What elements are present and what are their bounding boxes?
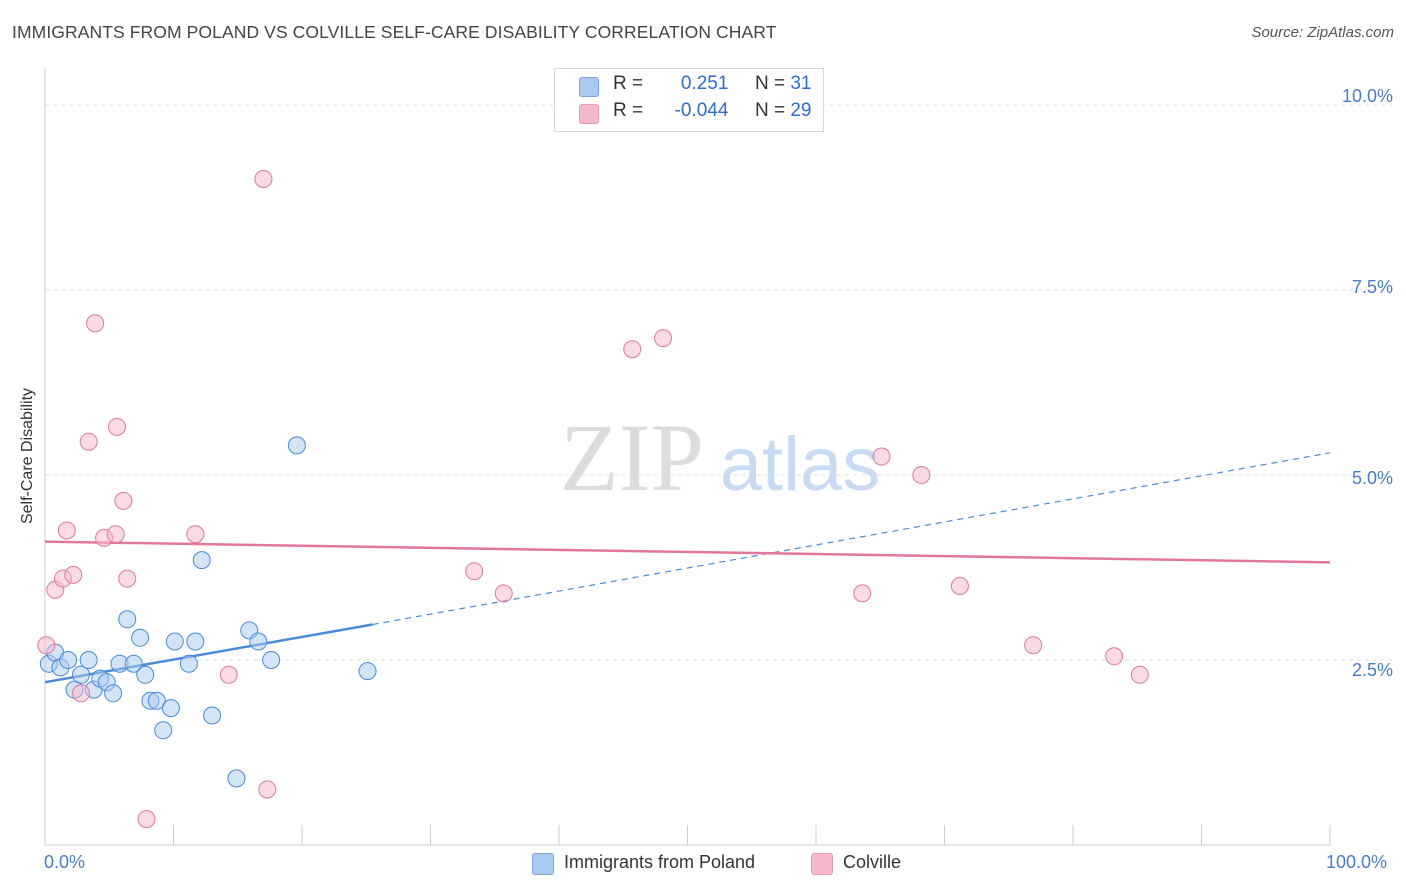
axes xyxy=(44,68,1331,846)
legend-label-poland: Immigrants from Poland xyxy=(564,852,756,872)
colville-point xyxy=(258,780,277,799)
y-tick-label: 10.0% xyxy=(1341,86,1393,106)
source-label: Source: ZipAtlas.com xyxy=(1251,24,1394,41)
stats-swatch-poland xyxy=(579,77,599,97)
colville-point xyxy=(950,577,969,595)
y-tick-label: 5.0% xyxy=(1351,468,1393,488)
n-value: 29 xyxy=(790,100,812,121)
poland-point xyxy=(287,436,306,455)
legend-label-colville: Colville xyxy=(843,852,902,872)
r-label: R = xyxy=(613,100,644,121)
colville-point xyxy=(1105,647,1124,666)
trend-line-colville xyxy=(44,540,1331,564)
poland-point xyxy=(59,651,78,669)
poland-point xyxy=(227,769,246,788)
stats-swatch-colville xyxy=(579,104,599,124)
colville-point xyxy=(1024,636,1043,655)
poland-point xyxy=(136,665,155,684)
poland-point xyxy=(124,654,143,673)
r-label: R = xyxy=(613,73,644,94)
colville-point xyxy=(465,562,484,581)
x-tick-label-max: 100.0% xyxy=(1326,852,1388,872)
poland-point xyxy=(249,632,268,651)
colville-point xyxy=(912,466,931,484)
y-tick-label: 2.5% xyxy=(1351,660,1393,680)
n-label: N = xyxy=(754,73,786,94)
poland-point xyxy=(104,684,123,703)
data-points xyxy=(37,170,1149,829)
colville-point xyxy=(79,432,98,451)
watermark-zip: ZIP xyxy=(560,404,704,511)
colville-point xyxy=(494,584,513,603)
stats-row-colville: R = -0.044 N = 29 xyxy=(613,100,811,126)
colville-point xyxy=(623,340,642,359)
colville-point xyxy=(872,447,891,466)
colville-point xyxy=(137,810,156,829)
colville-point xyxy=(106,525,125,544)
watermark-atlas: atlas xyxy=(720,422,881,507)
poland-point xyxy=(118,610,137,629)
y-axis-label: Self-Care Disability xyxy=(19,387,36,525)
colville-point xyxy=(86,314,105,333)
colville-point xyxy=(37,636,56,655)
stats-box: R = 0.251 N = 31 R = -0.044 N = 29 xyxy=(554,68,824,132)
legend-swatch-poland xyxy=(532,853,554,875)
n-label: N = xyxy=(754,100,786,121)
poland-point xyxy=(165,632,184,651)
colville-point xyxy=(186,525,205,544)
n-value: 31 xyxy=(790,73,812,94)
poland-point xyxy=(179,654,198,673)
colville-point xyxy=(1130,665,1149,684)
y-tick-label: 7.5% xyxy=(1351,277,1393,297)
colville-point xyxy=(64,565,83,584)
colville-point xyxy=(71,684,90,703)
stats-row-poland: R = 0.251 N = 31 xyxy=(613,73,811,99)
colville-point xyxy=(57,521,76,540)
poland-point xyxy=(203,706,222,725)
trend-line-extension xyxy=(372,452,1331,626)
colville-point xyxy=(853,584,872,603)
poland-point xyxy=(71,665,90,684)
colville-point xyxy=(107,417,126,436)
poland-point xyxy=(262,651,281,669)
colville-point xyxy=(254,170,273,188)
chart-title: IMMIGRANTS FROM POLAND VS COLVILLE SELF-… xyxy=(12,22,777,42)
colville-point xyxy=(114,491,133,510)
poland-point xyxy=(154,721,173,740)
grid-lines xyxy=(45,104,1392,661)
r-value: -0.044 xyxy=(674,100,729,121)
poland-point xyxy=(192,551,211,570)
poland-point xyxy=(186,632,205,651)
poland-point xyxy=(147,691,166,710)
poland-point xyxy=(358,662,377,681)
legend-swatch-colville xyxy=(811,853,833,875)
poland-point xyxy=(131,628,150,647)
x-tick-label-min: 0.0% xyxy=(44,852,86,872)
poland-point xyxy=(161,699,180,718)
poland-point xyxy=(79,651,98,669)
colville-point xyxy=(118,569,137,588)
r-value: 0.251 xyxy=(680,73,729,94)
colville-point xyxy=(654,329,673,348)
colville-point xyxy=(219,665,238,684)
